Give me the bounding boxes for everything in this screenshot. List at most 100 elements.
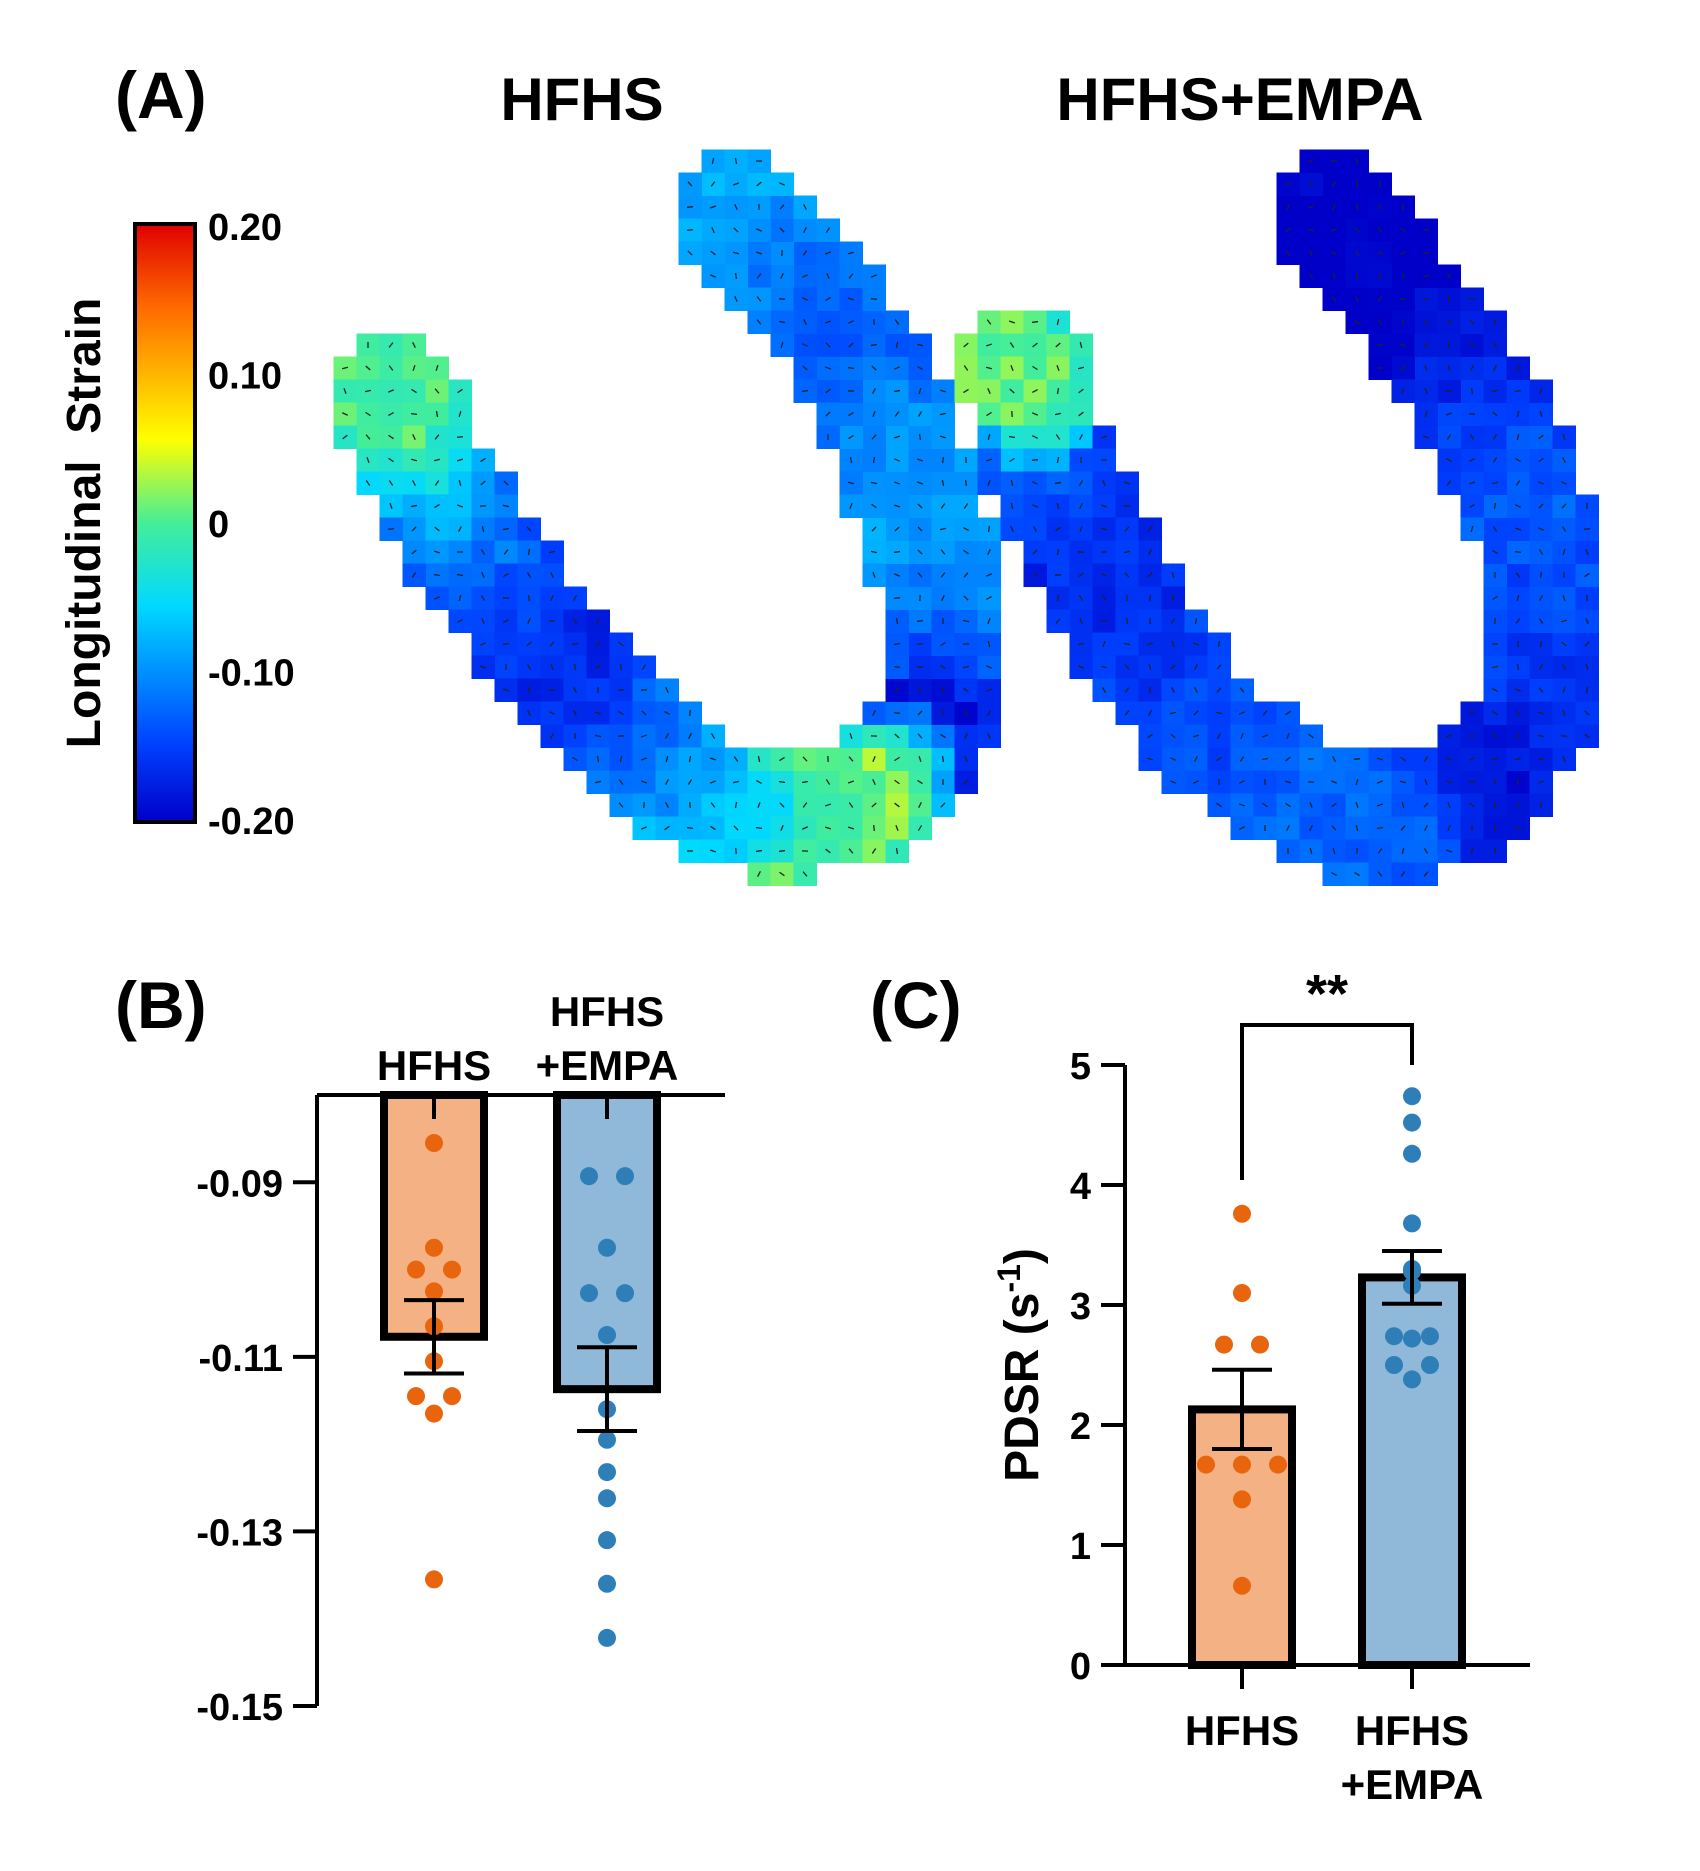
strain-vector bbox=[917, 503, 923, 509]
strain-vector bbox=[893, 481, 901, 485]
strain-vector bbox=[801, 780, 809, 784]
strain-vector bbox=[1585, 663, 1589, 671]
strain-vector bbox=[1286, 203, 1290, 211]
strain-vector bbox=[709, 849, 717, 853]
data-point bbox=[616, 1167, 634, 1186]
strain-vector bbox=[1147, 572, 1153, 578]
strain-vector bbox=[1124, 664, 1130, 670]
strain-vector bbox=[365, 365, 371, 371]
strain-vector bbox=[1054, 574, 1062, 576]
strain-vector bbox=[1170, 757, 1176, 761]
strain-vector bbox=[1261, 757, 1269, 761]
strain-vector bbox=[1516, 663, 1520, 671]
strain-vector bbox=[848, 342, 854, 348]
strain-vector bbox=[1355, 180, 1359, 188]
strain-vector bbox=[918, 802, 922, 808]
strain-vector bbox=[411, 549, 417, 555]
strain-vector bbox=[733, 227, 739, 233]
strain-vector bbox=[572, 618, 578, 624]
strain-vector bbox=[1378, 272, 1382, 280]
strain-vector bbox=[387, 528, 395, 530]
data-point bbox=[1233, 1576, 1251, 1595]
strain-vector bbox=[573, 709, 577, 717]
strain-vector bbox=[1400, 756, 1406, 762]
strain-vector bbox=[1170, 664, 1176, 670]
strain-vector bbox=[940, 549, 946, 555]
strain-vector bbox=[1469, 756, 1475, 762]
strain-vector bbox=[941, 755, 945, 763]
strain-vector bbox=[1447, 801, 1451, 809]
strain-vector bbox=[1562, 686, 1566, 694]
strain-vector bbox=[388, 411, 394, 417]
strain-vector bbox=[618, 710, 624, 716]
strain-vector bbox=[410, 412, 418, 416]
strain-vector bbox=[596, 755, 600, 763]
strain-vector bbox=[757, 871, 761, 877]
strain-vector bbox=[1584, 733, 1590, 739]
strain-vector bbox=[985, 458, 993, 462]
strain-vector bbox=[1423, 871, 1429, 877]
strain-vector bbox=[618, 641, 624, 647]
strain-vector bbox=[341, 366, 349, 370]
strain-vector bbox=[1125, 617, 1129, 625]
strain-vector bbox=[962, 619, 970, 623]
strain-vector bbox=[872, 456, 876, 464]
strain-vector bbox=[734, 295, 738, 303]
strain-vector bbox=[1239, 687, 1245, 693]
strain-vector bbox=[1446, 780, 1452, 784]
panel-a: (A) HFHS HFHS+EMPA 0.20 0.10 0 -0.10 -0.20 L… bbox=[58, 58, 1599, 886]
strain-vector bbox=[1560, 735, 1568, 737]
strain-vector bbox=[664, 710, 670, 716]
strain-vector bbox=[1079, 502, 1083, 510]
strain-vector bbox=[734, 272, 738, 280]
colorbar-gradient bbox=[133, 222, 197, 824]
data-point bbox=[443, 1387, 461, 1406]
strain-vector bbox=[894, 411, 900, 417]
strain-vector bbox=[802, 250, 808, 256]
strain-vector bbox=[1032, 435, 1038, 439]
strain-vector bbox=[1493, 318, 1497, 326]
strain-vector bbox=[687, 250, 693, 256]
strain-vector bbox=[1537, 757, 1545, 761]
strain-vector bbox=[1562, 594, 1566, 602]
strain-vector bbox=[895, 847, 899, 855]
strain-vector bbox=[1493, 824, 1497, 832]
strain-vector bbox=[1584, 572, 1590, 578]
strain-vector bbox=[596, 617, 600, 625]
strain-vector bbox=[572, 595, 578, 601]
strain-vector bbox=[527, 710, 531, 716]
strain-vector bbox=[1148, 663, 1152, 671]
strain-vector bbox=[1356, 272, 1358, 280]
strain-vector bbox=[1424, 410, 1428, 418]
strain-vector bbox=[619, 755, 623, 763]
strain-vector bbox=[1055, 618, 1061, 624]
strain-vector bbox=[802, 871, 808, 877]
y-tick-label: 1 bbox=[1070, 1526, 1091, 1568]
strain-vector bbox=[1010, 364, 1014, 372]
data-point bbox=[598, 1574, 616, 1593]
strain-vector bbox=[1194, 756, 1198, 762]
strain-vector bbox=[893, 435, 901, 439]
strain-vector bbox=[1308, 158, 1314, 164]
strain-vector bbox=[917, 572, 923, 578]
strain-vector bbox=[1423, 319, 1429, 325]
strain-vector bbox=[526, 664, 532, 670]
strain-vector bbox=[434, 434, 440, 440]
strain-vector bbox=[847, 481, 855, 485]
strain-vector bbox=[871, 802, 877, 808]
strain-vector bbox=[1078, 388, 1084, 394]
strain-vector bbox=[987, 733, 991, 739]
strain-vector bbox=[778, 320, 786, 324]
strain-vector bbox=[733, 825, 739, 831]
data-point bbox=[1403, 1214, 1421, 1233]
strain-vector bbox=[1056, 548, 1060, 556]
strain-vector bbox=[963, 549, 969, 555]
strain-vector bbox=[1424, 825, 1428, 831]
strain-vector bbox=[1424, 388, 1428, 394]
y-tick-label: 5 bbox=[1070, 1046, 1091, 1088]
strain-vector bbox=[457, 619, 463, 623]
strain-vector bbox=[1491, 757, 1499, 761]
strain-vector bbox=[1010, 479, 1014, 487]
group-title-hfhs: HFHS bbox=[500, 66, 663, 133]
strain-vector bbox=[1033, 526, 1037, 532]
